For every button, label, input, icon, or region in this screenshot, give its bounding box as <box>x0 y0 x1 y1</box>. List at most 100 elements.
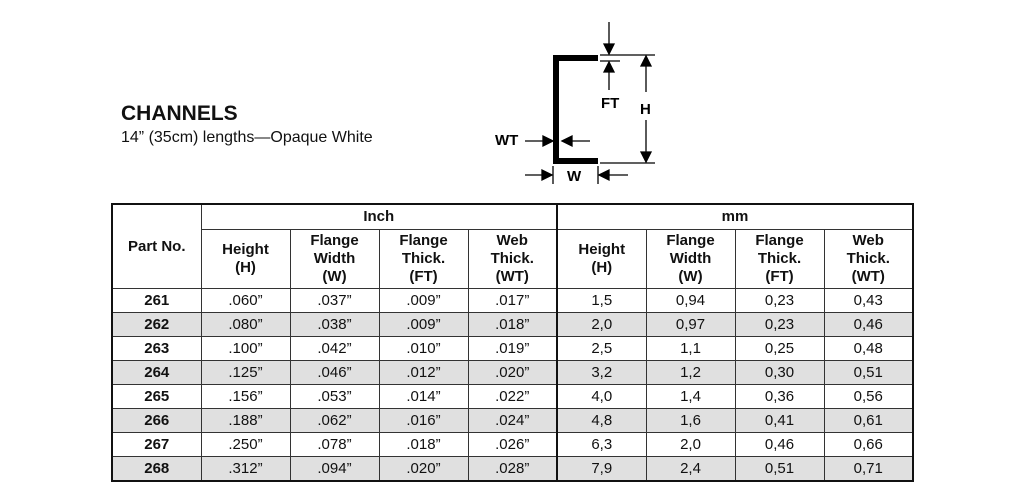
column-header-line: Width <box>313 250 356 267</box>
cell: .014” <box>378 384 469 409</box>
part-number: 263 <box>111 336 202 361</box>
cell: .028” <box>467 456 558 482</box>
column-header-line: (H) <box>235 259 256 276</box>
part-number: 267 <box>111 432 202 457</box>
table-row: 263.100” .042” .010” .019” 2,5 1,1 0,25 0,48 <box>111 336 914 361</box>
column-header-line: (WT) <box>851 268 885 285</box>
cell: .010” <box>378 336 469 361</box>
cell: 1,6 <box>645 408 736 433</box>
cell: .026” <box>467 432 558 457</box>
part-number: 265 <box>111 384 202 409</box>
cell: 0,23 <box>734 312 825 337</box>
column-header-line: Thick. <box>846 250 890 267</box>
column-header-line: Height <box>578 241 626 258</box>
table-row: 267.250” .078” .018” .026” 6,3 2,0 0,46 0,66 <box>111 432 914 457</box>
cell: 1,5 <box>556 288 647 313</box>
part-number: 266 <box>111 408 202 433</box>
cell: 7,9 <box>556 456 647 482</box>
cell: .018” <box>378 432 469 457</box>
cell: 0,61 <box>823 408 914 433</box>
cell: 0,51 <box>734 456 825 482</box>
cell: .100” <box>200 336 291 361</box>
cell: .094” <box>289 456 380 482</box>
cell: 4,8 <box>556 408 647 433</box>
table-row: 261.060” .037” .009” .017” 1,5 0,94 0,23 0,43 <box>111 288 914 313</box>
cell: 3,2 <box>556 360 647 385</box>
cell: 4,0 <box>556 384 647 409</box>
part-number: 261 <box>111 288 202 313</box>
cell: .037” <box>289 288 380 313</box>
column-header-line: Thick. <box>401 250 446 267</box>
column-header-line: Flange <box>399 232 448 249</box>
cell: 0,46 <box>823 312 914 337</box>
dimension-lines <box>525 22 655 184</box>
cell: .020” <box>467 360 558 385</box>
table-row: 262.080” .038” .009” .018” 2,0 0,97 0,23 0,46 <box>111 312 914 337</box>
cell: .188” <box>200 408 291 433</box>
cell: 0,43 <box>823 288 914 313</box>
cell: .053” <box>289 384 380 409</box>
cell: 0,36 <box>734 384 825 409</box>
part-header: Part No. <box>111 203 202 289</box>
cell: 0,41 <box>734 408 825 433</box>
cell: 1,1 <box>645 336 736 361</box>
group-header: Inch <box>200 203 558 230</box>
cell: 2,5 <box>556 336 647 361</box>
cell: 0,97 <box>645 312 736 337</box>
column-header: Flange Thick. (FT) <box>734 229 825 289</box>
column-header: Height (H) <box>556 229 647 289</box>
ft-label: FT <box>601 95 619 112</box>
cell: .038” <box>289 312 380 337</box>
cell: 0,56 <box>823 384 914 409</box>
cell: .156” <box>200 384 291 409</box>
cell: 0,30 <box>734 360 825 385</box>
cell: 0,71 <box>823 456 914 482</box>
cell: .060” <box>200 288 291 313</box>
table-row: 268.312” .094” .020” .028” 7,9 2,4 0,51 0,71 <box>111 456 914 482</box>
cell: 0,46 <box>734 432 825 457</box>
table-row: 264.125” .046” .012” .020” 3,2 1,2 0,30 0,51 <box>111 360 914 385</box>
cell: 0,66 <box>823 432 914 457</box>
subtitle: 14” (35cm) lengths—Opaque White <box>121 129 373 146</box>
cell: .125” <box>200 360 291 385</box>
part-number: 268 <box>111 456 202 482</box>
cell: .009” <box>378 288 469 313</box>
cell: .250” <box>200 432 291 457</box>
cell: 2,0 <box>645 432 736 457</box>
cell: 2,0 <box>556 312 647 337</box>
column-header-line: Web <box>852 232 884 249</box>
table-row: 265.156” .053” .014” .022” 4,0 1,4 0,36 0,56 <box>111 384 914 409</box>
column-header-line: Width <box>669 250 712 267</box>
part-number: 264 <box>111 360 202 385</box>
column-header-line: (W) <box>322 268 347 285</box>
cell: 1,4 <box>645 384 736 409</box>
table-row: 266.188” .062” .016” .024” 4,8 1,6 0,41 0,61 <box>111 408 914 433</box>
cell: .042” <box>289 336 380 361</box>
column-header: Flange Width (W) <box>645 229 736 289</box>
column-header-line: Flange <box>666 232 715 249</box>
column-header-line: Thick. <box>757 250 802 267</box>
cell: .078” <box>289 432 380 457</box>
channels-table: Part No. Inch mm Height (H) Flange Width (W)… <box>111 203 914 482</box>
cell: .024” <box>467 408 558 433</box>
column-header: Web Thick. (WT) <box>823 229 914 289</box>
column-header-line: (H) <box>591 259 613 276</box>
w-label: W <box>567 168 582 185</box>
column-header-line: (FT) <box>409 268 438 285</box>
column-header-line: Web <box>496 232 528 249</box>
cell: 0,94 <box>645 288 736 313</box>
cell: 0,51 <box>823 360 914 385</box>
cell: 0,48 <box>823 336 914 361</box>
group-header: mm <box>556 203 914 230</box>
cell: .046” <box>289 360 380 385</box>
wt-label: WT <box>495 132 518 149</box>
column-header-line: (W) <box>678 268 703 285</box>
cell: .020” <box>378 456 469 482</box>
cell: .022” <box>467 384 558 409</box>
column-header-line: Thick. <box>490 250 534 267</box>
cell: .016” <box>378 408 469 433</box>
column-header: Flange Width (W) <box>289 229 380 289</box>
h-label: H <box>640 101 651 118</box>
cell: .018” <box>467 312 558 337</box>
